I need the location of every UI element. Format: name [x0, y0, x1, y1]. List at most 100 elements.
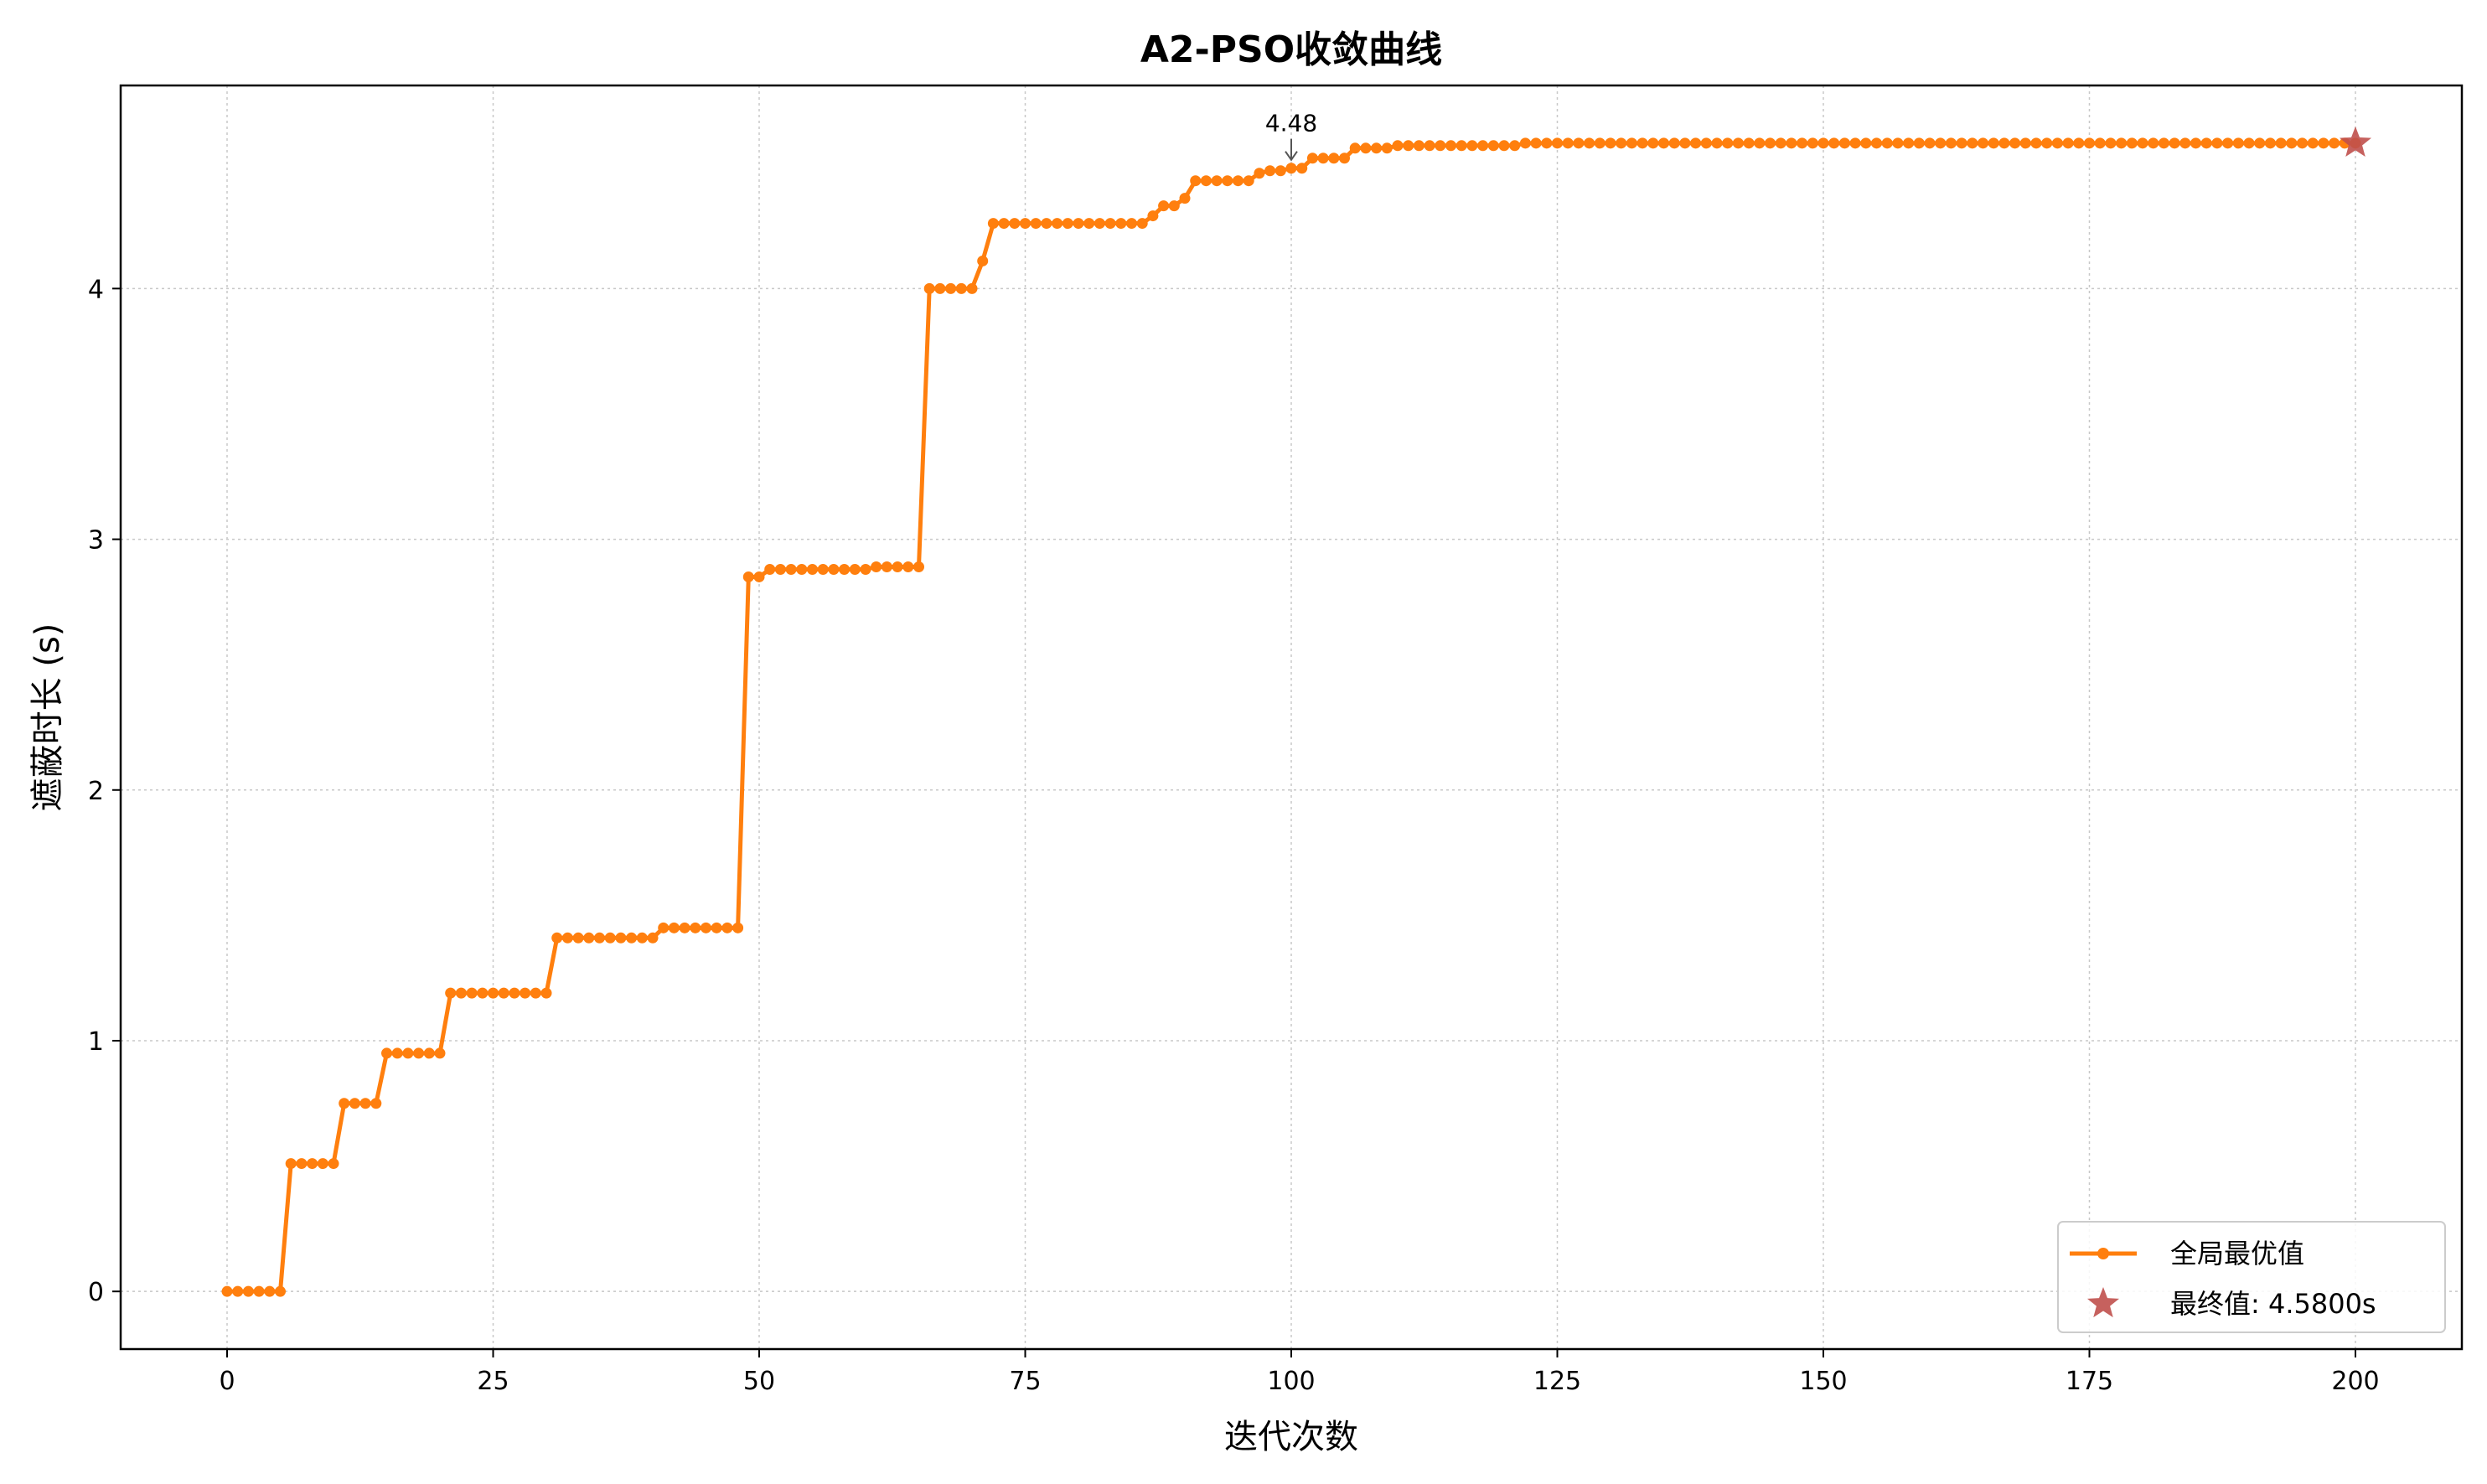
data-point	[2051, 137, 2063, 149]
data-point	[1498, 140, 1510, 152]
data-point	[445, 987, 457, 999]
x-tick-label: 75	[1009, 1367, 1041, 1396]
data-point	[2041, 137, 2053, 149]
data-point	[359, 1098, 371, 1109]
data-point	[871, 561, 882, 572]
data-point	[1797, 137, 1808, 149]
data-point	[540, 987, 552, 999]
legend-box	[2057, 1221, 2446, 1333]
data-point	[561, 932, 573, 944]
data-point	[2158, 137, 2169, 149]
data-point	[2105, 137, 2117, 149]
data-point	[1062, 218, 1073, 230]
data-point	[604, 932, 616, 944]
data-point	[2243, 137, 2255, 149]
data-point	[2148, 137, 2159, 149]
data-point	[1179, 193, 1191, 204]
data-point	[1956, 137, 1967, 149]
data-point	[1913, 137, 1925, 149]
data-point	[1903, 137, 1915, 149]
data-point	[1371, 142, 1383, 154]
data-point	[913, 561, 924, 572]
data-point	[551, 932, 563, 944]
data-point	[2254, 137, 2266, 149]
data-point	[1626, 137, 1637, 149]
data-point	[1722, 137, 1734, 149]
data-point	[530, 987, 541, 999]
data-point	[264, 1285, 276, 1297]
data-point	[860, 563, 871, 575]
data-point	[2084, 137, 2095, 149]
data-point	[2169, 137, 2180, 149]
data-point	[902, 561, 914, 572]
data-point	[1083, 218, 1095, 230]
data-point	[1445, 140, 1456, 152]
data-point	[1732, 137, 1744, 149]
data-point	[391, 1047, 403, 1059]
data-point	[2019, 137, 2031, 149]
data-point	[1860, 137, 1872, 149]
data-point	[1403, 140, 1414, 152]
data-point	[796, 563, 808, 575]
data-point	[817, 563, 829, 575]
x-tick-label: 200	[2331, 1367, 2379, 1396]
x-tick-label: 125	[1533, 1367, 1581, 1396]
data-point	[1562, 137, 1574, 149]
data-point	[1616, 137, 1627, 149]
data-point	[2307, 137, 2319, 149]
series-layer	[221, 126, 2372, 1297]
data-point	[2286, 137, 2298, 149]
x-axis-label: 迭代次数	[1224, 1418, 1358, 1456]
data-point	[1413, 140, 1424, 152]
data-point	[498, 987, 509, 999]
x-tick-label: 175	[2066, 1367, 2113, 1396]
legend-star-icon	[2086, 1287, 2120, 1318]
data-point	[2062, 137, 2074, 149]
data-point	[1190, 175, 1202, 187]
data-point	[520, 987, 531, 999]
data-point	[785, 563, 797, 575]
data-point	[296, 1158, 308, 1170]
data-point	[742, 571, 754, 582]
annotation-label: 4.48	[1265, 110, 1317, 137]
annotation-arrowhead	[1285, 151, 1298, 162]
data-point	[1892, 137, 1904, 149]
data-point	[423, 1047, 435, 1059]
data-point	[1296, 163, 1308, 174]
data-point	[2126, 137, 2138, 149]
data-point	[1530, 137, 1542, 149]
data-point	[2297, 137, 2308, 149]
data-point	[774, 563, 786, 575]
data-point	[881, 561, 892, 572]
data-point	[2009, 137, 2021, 149]
data-point	[2200, 137, 2212, 149]
data-point	[1285, 163, 1297, 174]
data-point	[1041, 218, 1052, 230]
data-point	[572, 932, 584, 944]
data-point	[307, 1158, 318, 1170]
data-point	[1668, 137, 1680, 149]
data-point	[711, 922, 722, 933]
data-point	[1690, 137, 1702, 149]
data-point	[839, 563, 851, 575]
data-point	[1998, 137, 2010, 149]
data-point	[636, 932, 648, 944]
x-tick-label: 100	[1267, 1367, 1315, 1396]
data-point	[1765, 137, 1776, 149]
data-point	[2073, 137, 2085, 149]
data-point	[1233, 175, 1244, 187]
data-point	[1849, 137, 1861, 149]
data-point	[1360, 142, 1372, 154]
data-point	[1381, 142, 1393, 154]
data-point	[285, 1158, 297, 1170]
data-point	[413, 1047, 425, 1059]
legend: 全局最优值 最终值: 4.5800s	[2057, 1221, 2446, 1333]
data-point	[1020, 218, 1031, 230]
data-point	[1924, 137, 1936, 149]
x-tick-label: 150	[1799, 1367, 1847, 1396]
data-point	[690, 922, 701, 933]
data-point	[1317, 153, 1329, 164]
data-point	[1264, 165, 1276, 177]
data-point	[721, 922, 733, 933]
